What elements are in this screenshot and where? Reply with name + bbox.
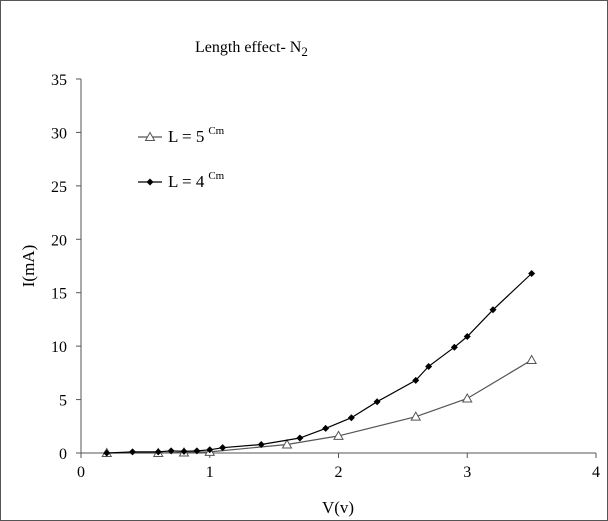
- series-2-point: [412, 376, 420, 384]
- series-2-point: [180, 447, 188, 455]
- series-2-point: [129, 448, 136, 456]
- series-2-point: [489, 306, 497, 314]
- series-2-point: [193, 447, 201, 455]
- series-2-point: [528, 269, 536, 277]
- y-axis-label: I(mA): [19, 245, 38, 287]
- series-2-line: [106, 273, 533, 454]
- y-tick-label: 30: [51, 125, 67, 142]
- series-2-point: [425, 362, 433, 370]
- y-tick-label: 15: [51, 286, 67, 303]
- x-axis-label: V(v): [322, 498, 354, 517]
- legend-label-series-2: L = 4 Cm: [168, 170, 225, 191]
- series-1-point: [461, 392, 473, 403]
- series-2-point: [257, 440, 265, 448]
- series-2-point: [322, 424, 330, 432]
- series-2-point: [373, 398, 381, 406]
- series-2-point: [103, 449, 111, 457]
- y-tick-label: 25: [51, 179, 67, 196]
- y-tick-label: 5: [59, 393, 67, 410]
- series-2-point: [463, 333, 471, 341]
- legend-entry-series-2: L = 4 Cm: [138, 170, 225, 191]
- series-1: [101, 354, 537, 457]
- chart-title: Length effect- N2: [195, 39, 308, 59]
- x-tick-label: 4: [592, 464, 600, 481]
- series-2-point: [450, 343, 458, 351]
- series-2-point: [167, 447, 175, 455]
- series-2-point: [206, 446, 214, 454]
- series-1-point: [526, 354, 537, 365]
- x-tick-label: 1: [206, 464, 214, 481]
- series-2-point: [219, 444, 227, 452]
- y-tick-label: 0: [59, 446, 67, 463]
- legend-entry-series-1: L = 5 Cm: [138, 125, 225, 146]
- series-1-point: [410, 411, 422, 421]
- series-2-point: [347, 414, 355, 422]
- legend-marker-series-1: [144, 131, 156, 141]
- x-tick-label: 3: [463, 464, 471, 481]
- x-tick-label: 2: [335, 464, 343, 481]
- x-tick-label: 0: [77, 464, 85, 481]
- series-2-point: [296, 434, 304, 442]
- series-1-line: [106, 359, 532, 454]
- y-tick-label: 10: [51, 339, 67, 356]
- legend: L = 5 Cm L = 4 Cm: [138, 125, 225, 191]
- series-2-point: [154, 448, 162, 456]
- series-2: [103, 269, 536, 457]
- y-tick-label: 35: [51, 72, 67, 89]
- y-tick-label: 20: [51, 232, 67, 249]
- series-1-point: [333, 430, 344, 440]
- legend-label-series-1: L = 5 Cm: [168, 125, 225, 146]
- legend-marker-series-2: [146, 178, 154, 186]
- series-1-point: [281, 438, 293, 449]
